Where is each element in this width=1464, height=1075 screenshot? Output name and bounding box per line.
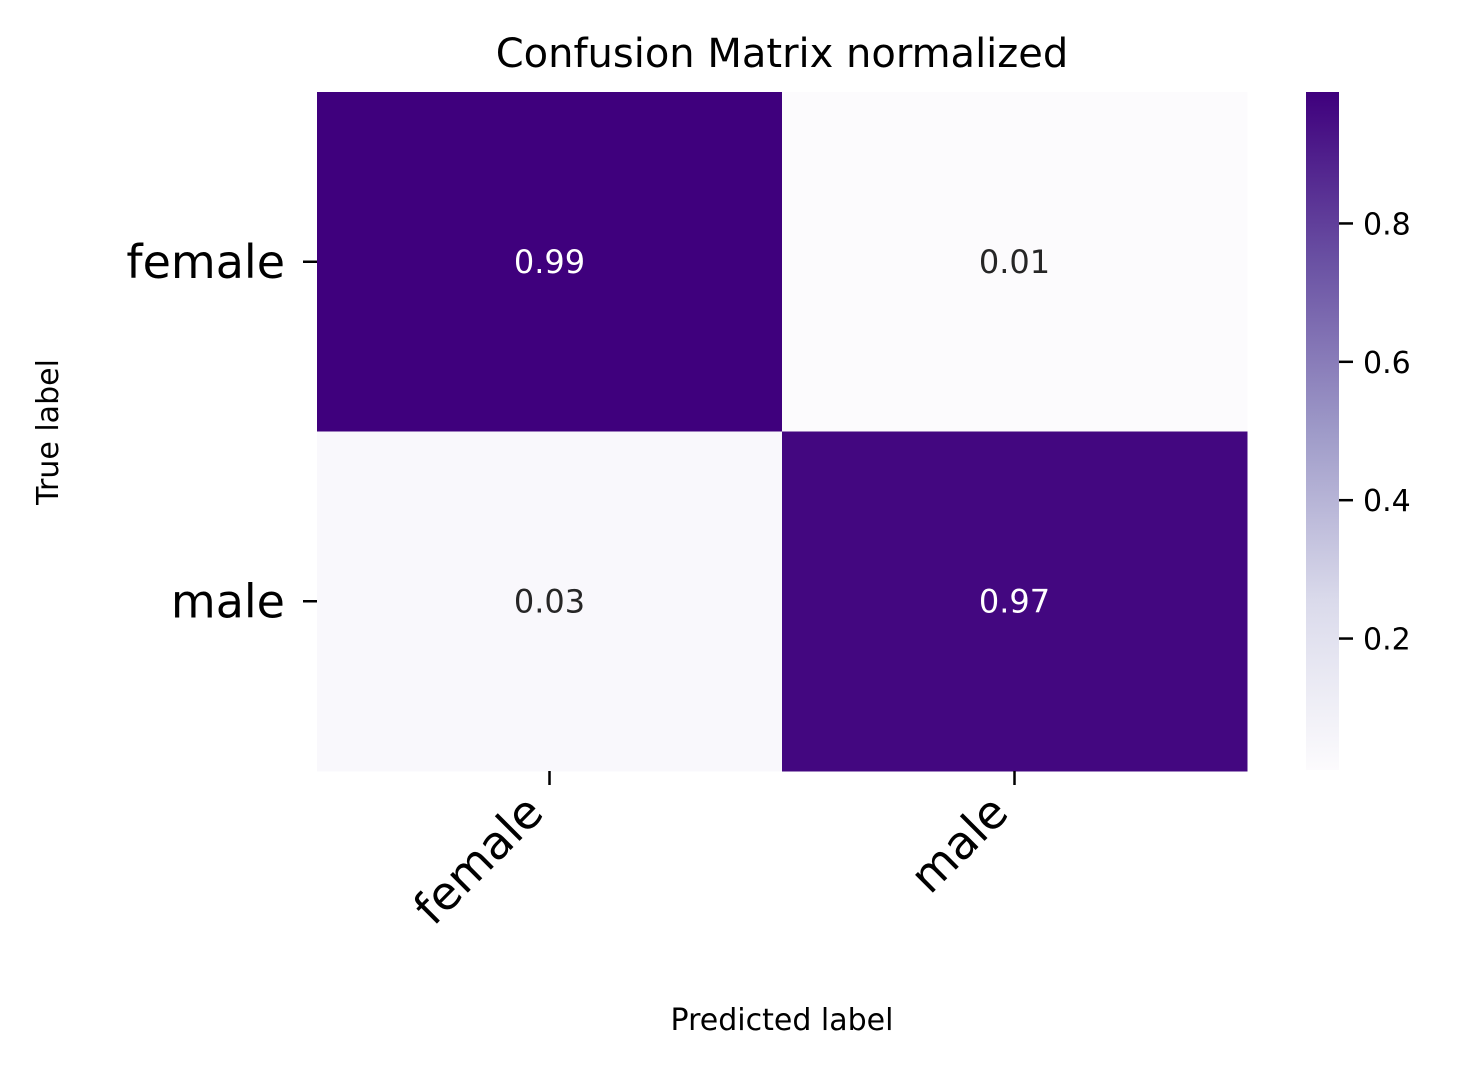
colorbar-tick-label: 0.2	[1363, 623, 1411, 658]
colorbar: 0.2 0.4 0.6 0.8	[1306, 92, 1411, 770]
x-axis-label: Predicted label	[671, 1003, 894, 1038]
heatmap-cell-female-female	[317, 92, 783, 432]
cell-value-label: 0.01	[979, 243, 1050, 281]
chart-title: Confusion Matrix normalized	[496, 31, 1069, 77]
y-axis-label: True label	[31, 359, 66, 506]
cell-annotations: 0.99 0.01 0.03 0.97	[514, 243, 1050, 621]
y-axis: female male	[126, 235, 317, 628]
heatmap-cell-male-male	[782, 431, 1248, 772]
x-axis: female male	[403, 771, 1018, 935]
heatmap-cells	[317, 92, 1248, 772]
y-tick-label: female	[126, 235, 285, 289]
y-tick-label: male	[171, 574, 285, 628]
colorbar-tick-label: 0.8	[1363, 207, 1411, 242]
cell-value-label: 0.99	[514, 243, 585, 281]
heatmap-cell-male-female	[317, 431, 783, 772]
cell-value-label: 0.03	[514, 582, 585, 620]
colorbar-gradient	[1306, 92, 1339, 770]
x-tick-label: male	[899, 785, 1018, 904]
colorbar-ticks: 0.2 0.4 0.6 0.8	[1339, 207, 1411, 658]
cell-value-label: 0.97	[979, 582, 1050, 620]
x-tick-label: female	[403, 785, 553, 935]
heatmap-cell-female-male	[782, 92, 1248, 432]
colorbar-tick-label: 0.6	[1363, 346, 1411, 381]
colorbar-tick-label: 0.4	[1363, 484, 1411, 519]
